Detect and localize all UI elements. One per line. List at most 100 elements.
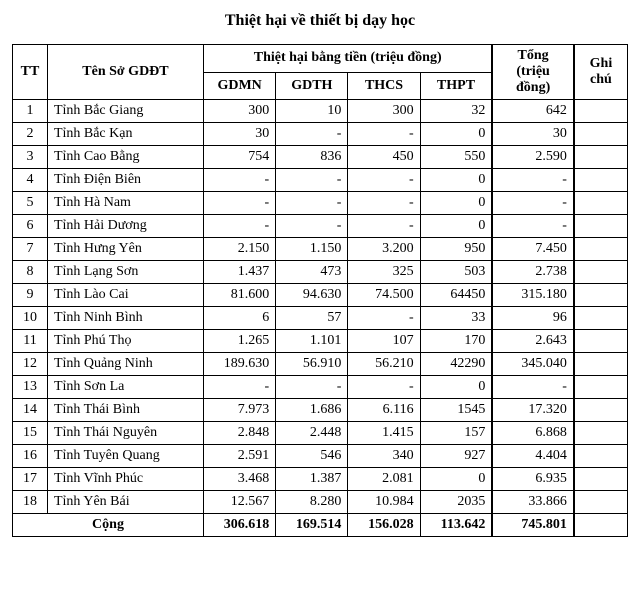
cell-tt: 11 xyxy=(13,330,48,353)
cell-gdmn: 7.973 xyxy=(204,399,276,422)
table-header: TT Tên Sở GDĐT Thiệt hại bằng tiền (triệ… xyxy=(13,45,628,100)
th-thpt: THPT xyxy=(420,72,492,100)
cell-total: - xyxy=(492,376,574,399)
cell-gdmn: 2.848 xyxy=(204,422,276,445)
cell-tt: 2 xyxy=(13,123,48,146)
cell-gdmn: 2.150 xyxy=(204,238,276,261)
cell-name: Tỉnh Bắc Kạn xyxy=(47,123,203,146)
table-row: 4Tỉnh Điện Biên---0- xyxy=(13,169,628,192)
cell-total-note xyxy=(574,514,628,537)
cell-note xyxy=(574,192,628,215)
cell-note xyxy=(574,284,628,307)
table-row: 14Tỉnh Thái Bình7.9731.6866.116154517.32… xyxy=(13,399,628,422)
cell-tt: 16 xyxy=(13,445,48,468)
cell-tt: 12 xyxy=(13,353,48,376)
th-damage-group: Thiệt hại bằng tiền (triệu đồng) xyxy=(204,45,493,73)
cell-tt: 5 xyxy=(13,192,48,215)
cell-thpt: 0 xyxy=(420,376,492,399)
cell-thcs: - xyxy=(348,192,420,215)
table-row: 9Tỉnh Lào Cai81.60094.63074.50064450315.… xyxy=(13,284,628,307)
cell-tt: 18 xyxy=(13,491,48,514)
table-row: 17Tỉnh Vĩnh Phúc3.4681.3872.08106.935 xyxy=(13,468,628,491)
cell-total: 6.868 xyxy=(492,422,574,445)
damage-table: TT Tên Sở GDĐT Thiệt hại bằng tiền (triệ… xyxy=(12,44,628,537)
cell-gdmn: 1.265 xyxy=(204,330,276,353)
table-row: 10Tỉnh Ninh Bình657-3396 xyxy=(13,307,628,330)
cell-tt: 6 xyxy=(13,215,48,238)
cell-gdth: 1.101 xyxy=(276,330,348,353)
cell-note xyxy=(574,100,628,123)
cell-tt: 1 xyxy=(13,100,48,123)
cell-gdmn: 2.591 xyxy=(204,445,276,468)
cell-gdmn: 6 xyxy=(204,307,276,330)
cell-thcs: 10.984 xyxy=(348,491,420,514)
table-row: 5Tỉnh Hà Nam---0- xyxy=(13,192,628,215)
cell-note xyxy=(574,330,628,353)
cell-gdth: 546 xyxy=(276,445,348,468)
table-row: 18Tỉnh Yên Bái12.5678.28010.984203533.86… xyxy=(13,491,628,514)
cell-total: 30 xyxy=(492,123,574,146)
cell-thpt: 550 xyxy=(420,146,492,169)
cell-gdth: 2.448 xyxy=(276,422,348,445)
cell-name: Tỉnh Ninh Bình xyxy=(47,307,203,330)
cell-thcs: 300 xyxy=(348,100,420,123)
cell-thcs: 3.200 xyxy=(348,238,420,261)
cell-name: Tỉnh Thái Bình xyxy=(47,399,203,422)
cell-thpt: 927 xyxy=(420,445,492,468)
cell-name: Tỉnh Hà Nam xyxy=(47,192,203,215)
cell-tt: 15 xyxy=(13,422,48,445)
cell-gdth: - xyxy=(276,123,348,146)
table-row: 8Tỉnh Lạng Sơn1.4374733255032.738 xyxy=(13,261,628,284)
cell-thpt: 42290 xyxy=(420,353,492,376)
cell-name: Tỉnh Quảng Ninh xyxy=(47,353,203,376)
cell-name: Tỉnh Yên Bái xyxy=(47,491,203,514)
cell-thcs: 6.116 xyxy=(348,399,420,422)
cell-total: 315.180 xyxy=(492,284,574,307)
cell-thpt: 503 xyxy=(420,261,492,284)
cell-total: 7.450 xyxy=(492,238,574,261)
cell-total: 33.866 xyxy=(492,491,574,514)
cell-thcs: 450 xyxy=(348,146,420,169)
cell-total: 4.404 xyxy=(492,445,574,468)
cell-name: Tỉnh Tuyên Quang xyxy=(47,445,203,468)
cell-total-thcs: 156.028 xyxy=(348,514,420,537)
table-row: 2Tỉnh Bắc Kạn30--030 xyxy=(13,123,628,146)
cell-total: 642 xyxy=(492,100,574,123)
cell-note xyxy=(574,261,628,284)
th-gdmn: GDMN xyxy=(204,72,276,100)
th-name: Tên Sở GDĐT xyxy=(47,45,203,100)
cell-thcs: 107 xyxy=(348,330,420,353)
cell-gdmn: - xyxy=(204,215,276,238)
cell-total: 2.738 xyxy=(492,261,574,284)
cell-name: Tỉnh Phú Thọ xyxy=(47,330,203,353)
cell-thcs: - xyxy=(348,215,420,238)
cell-gdth: 56.910 xyxy=(276,353,348,376)
table-row: 11Tỉnh Phú Thọ1.2651.1011071702.643 xyxy=(13,330,628,353)
table-row: 12Tỉnh Quảng Ninh189.63056.91056.2104229… xyxy=(13,353,628,376)
cell-note xyxy=(574,445,628,468)
cell-thcs: 325 xyxy=(348,261,420,284)
cell-tt: 3 xyxy=(13,146,48,169)
table-row: 7Tỉnh Hưng Yên2.1501.1503.2009507.450 xyxy=(13,238,628,261)
cell-thcs: - xyxy=(348,169,420,192)
cell-note xyxy=(574,468,628,491)
cell-gdth: 57 xyxy=(276,307,348,330)
cell-gdth: 10 xyxy=(276,100,348,123)
cell-name: Tỉnh Hưng Yên xyxy=(47,238,203,261)
th-gdth: GDTH xyxy=(276,72,348,100)
cell-thpt: 64450 xyxy=(420,284,492,307)
cell-total: 17.320 xyxy=(492,399,574,422)
cell-thpt: 157 xyxy=(420,422,492,445)
cell-total-gdmn: 306.618 xyxy=(204,514,276,537)
table-body: 1Tỉnh Bắc Giang30010300326422Tỉnh Bắc Kạ… xyxy=(13,100,628,537)
cell-gdth: - xyxy=(276,376,348,399)
cell-note xyxy=(574,215,628,238)
cell-gdmn: 3.468 xyxy=(204,468,276,491)
cell-thcs: 56.210 xyxy=(348,353,420,376)
cell-name: Tỉnh Bắc Giang xyxy=(47,100,203,123)
cell-gdmn: - xyxy=(204,376,276,399)
cell-total: - xyxy=(492,169,574,192)
cell-note xyxy=(574,399,628,422)
table-row: 13Tỉnh Sơn La---0- xyxy=(13,376,628,399)
cell-name: Tỉnh Hải Dương xyxy=(47,215,203,238)
